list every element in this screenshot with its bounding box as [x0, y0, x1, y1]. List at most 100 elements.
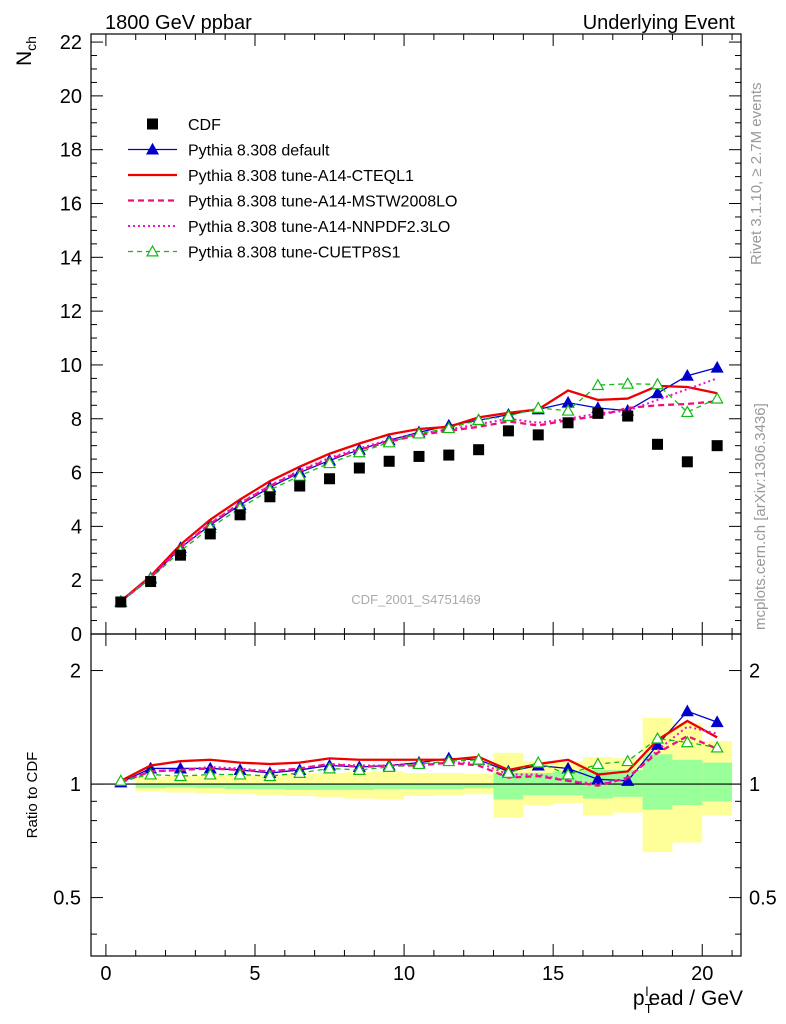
main-ytick-label: 18 [60, 140, 82, 162]
ratio-band-inner [404, 784, 434, 790]
legend-label-mstw: Pythia 8.308 tune-A14-MSTW2008LO [188, 194, 457, 211]
main-series-cuetp8s1-point [501, 409, 515, 422]
ratio-band-inner [195, 784, 226, 789]
ratio-series-cuetp8s1-point [352, 763, 366, 775]
main-series-cuetp8s1-point [323, 456, 337, 469]
cdf-data-point [622, 410, 634, 422]
xtick-label: 20 [691, 963, 713, 985]
main-ytick-label: 22 [60, 32, 82, 54]
main-series-cuetp8s1-point [710, 391, 724, 404]
main-ytick-label: 14 [60, 247, 82, 269]
ratio-ytick-label: 0.5 [53, 888, 81, 910]
main-series-cuetp8s1-point [591, 378, 605, 391]
header-collision-label: 1800 GeV ppbar [105, 12, 252, 34]
main-series-cuetp8s1-point [650, 377, 665, 390]
cdf-data-point [413, 450, 425, 462]
ratio-series-cuetp8s1-point [591, 757, 605, 770]
header-observable-label: Underlying Event [583, 12, 736, 34]
ratio-series-cuetp8s1-point [710, 740, 724, 753]
cdf-data-point [353, 462, 365, 474]
ratio-series-cuetp8s1-point [263, 769, 277, 782]
main-ytick-label: 0 [71, 624, 82, 646]
main-series-default-point [710, 360, 724, 373]
legend-label-cuetp8s1: Pythia 8.308 tune-CUETP8S1 [188, 245, 401, 262]
analysis-watermark: CDF_2001_S4751469 [351, 592, 480, 607]
ratio-band-inner [642, 754, 673, 810]
ratio-band-inner [284, 784, 315, 790]
ratio-series-default-point [591, 772, 605, 785]
ratio-ytick-label-right: 0.5 [749, 888, 777, 910]
xtick-label: 15 [542, 963, 564, 985]
cdf-data-point [711, 440, 723, 452]
ratio-band-inner [672, 759, 703, 806]
ratio-ytick-label: 1 [70, 774, 81, 796]
ratio-series-cuetp8s1-point [203, 767, 217, 780]
ratio-series-cuetp8s1-point [442, 754, 456, 767]
main-ylabel: Nch [13, 36, 39, 66]
ratio-ytick-label-right: 2 [749, 661, 760, 683]
xtick-label: 0 [100, 963, 111, 985]
ratio-series-cuetp8s1-point [501, 766, 515, 778]
cdf-data-point [264, 491, 276, 503]
ratio-band-inner [553, 771, 583, 796]
legend-label-cdf: CDF [188, 117, 221, 134]
main-ytick-label: 16 [60, 194, 82, 216]
ratio-series-cuetp8s1-point [233, 767, 247, 780]
ratio-series-cuetp8s1-point [114, 774, 128, 786]
main-series-cuetp8s1-point [680, 405, 694, 418]
cdf-data-point [174, 549, 186, 561]
ratio-series-default-point [710, 715, 724, 728]
main-ytick-label: 10 [60, 355, 82, 377]
ratio-band-inner [344, 784, 375, 790]
main-ytick-label: 4 [71, 516, 82, 538]
ratio-band-inner [165, 784, 196, 788]
main-ytick-label: 6 [71, 463, 82, 485]
main-series-default-point [650, 386, 665, 399]
cdf-data-point [652, 438, 664, 450]
mcplots-reference-label: mcplots.cern.ch [arXiv:1306.3436] [752, 403, 769, 630]
main-series-cuetp8s1-point [472, 413, 486, 426]
ratio-band-inner [374, 784, 405, 790]
ratio-series-default-point [680, 704, 694, 717]
cdf-data-point [115, 596, 127, 608]
ratio-series-cuetp8s1-point [472, 753, 486, 765]
ratio-series-cuetp8s1-point [531, 755, 545, 768]
ratio-band-inner [225, 784, 255, 790]
legend-label-cteql1: Pythia 8.308 tune-A14-CTEQL1 [188, 168, 414, 185]
ratio-series-cuetp8s1-point [621, 754, 635, 767]
cdf-data-point [234, 509, 246, 521]
main-series-default-line [120, 367, 718, 603]
legend-label-nnpdf: Pythia 8.308 tune-A14-NNPDF2.3LO [188, 219, 450, 236]
ratio-band-inner [702, 762, 733, 802]
ratio-band-inner [314, 784, 345, 790]
legend-marker-cuetp8s1 [145, 244, 160, 257]
ratio-band-inner [463, 784, 494, 789]
legend-marker-default [145, 142, 160, 155]
main-series-cuetp8s1-point [621, 377, 635, 389]
ratio-series-cuetp8s1-point [561, 767, 575, 780]
main-series-cuetp8s1-point [293, 469, 307, 481]
legend-label-default: Pythia 8.308 default [188, 143, 330, 160]
ratio-band-inner [135, 784, 166, 789]
cdf-data-point [532, 429, 544, 441]
main-series-cuetp8s1-point [531, 401, 545, 413]
ratio-ytick-label: 2 [70, 661, 81, 683]
main-ytick-label: 20 [60, 86, 82, 108]
legend-marker-cdf [147, 118, 158, 130]
ratio-series-cuetp8s1-point [323, 761, 337, 774]
main-series-cuetp8s1-point [352, 445, 366, 458]
xtick-label: 10 [393, 963, 415, 985]
ratio-frame [90, 633, 742, 957]
ratio-series-cuetp8s1-point [293, 766, 307, 778]
cdf-data-point [443, 449, 455, 461]
ratio-series-cuetp8s1-point [173, 769, 187, 782]
main-series-cuetp8s1-point [412, 426, 426, 439]
main-series-nnpdf-line [120, 377, 718, 603]
main-ytick-label: 2 [71, 570, 82, 592]
cdf-data-point [383, 455, 395, 467]
x-axis-title: pTlead / GeV [633, 984, 743, 1016]
main-panel: 0 2 4 6 8 10 12 14 16 18 20 22 Nch [13, 32, 742, 646]
main-series-default-point [680, 368, 694, 381]
cdf-data-point [145, 576, 157, 588]
